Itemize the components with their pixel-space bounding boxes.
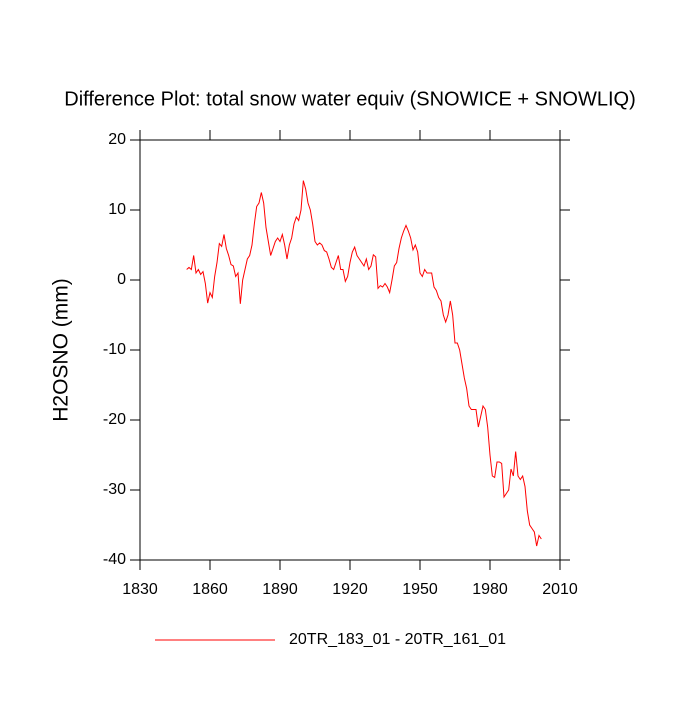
- y-tick-label: 10: [108, 201, 126, 218]
- chart-title: Difference Plot: total snow water equiv …: [64, 88, 635, 110]
- y-tick-label: -30: [103, 481, 126, 498]
- y-tick-label: -20: [103, 411, 126, 428]
- y-tick-label: 20: [108, 131, 126, 148]
- x-tick-label: 1920: [332, 581, 368, 598]
- y-tick-label: -40: [103, 551, 126, 568]
- data-line: [186, 180, 542, 547]
- y-axis-label: H2OSNO (mm): [50, 278, 73, 422]
- x-tick-label: 1830: [122, 581, 158, 598]
- y-tick-label: 0: [117, 271, 126, 288]
- x-tick-label: 1860: [192, 581, 228, 598]
- x-tick-label: 1950: [402, 581, 438, 598]
- legend-label: 20TR_183_01 - 20TR_161_01: [289, 631, 506, 648]
- y-tick-label: -10: [103, 341, 126, 358]
- x-tick-label: 1980: [472, 581, 508, 598]
- x-tick-label: 2010: [542, 581, 578, 598]
- plot-frame: [139, 139, 561, 561]
- x-tick-label: 1890: [262, 581, 298, 598]
